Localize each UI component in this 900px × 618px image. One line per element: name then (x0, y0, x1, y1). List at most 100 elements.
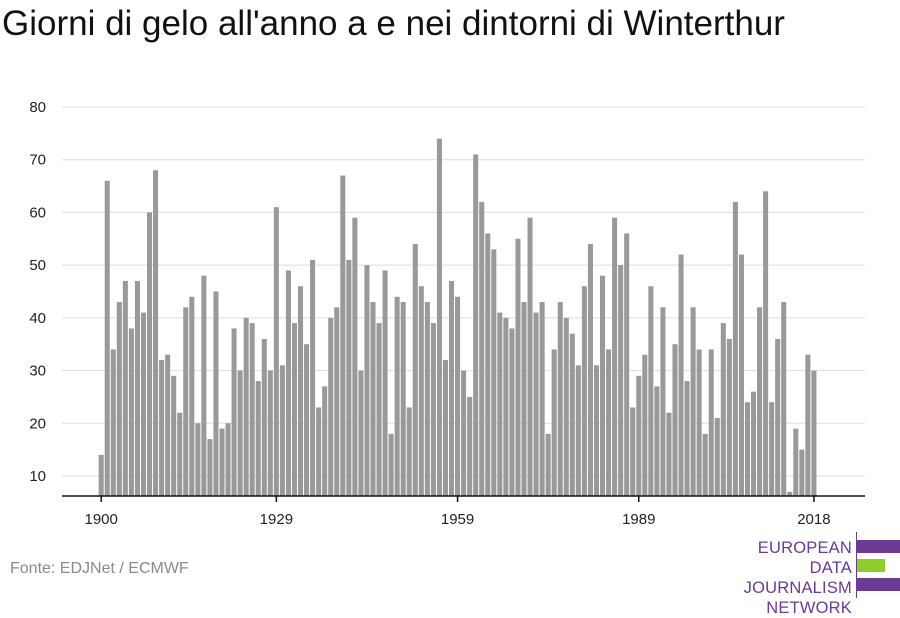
y-tick-label: 60 (29, 204, 46, 221)
bar (702, 433, 708, 496)
bar (110, 349, 116, 496)
bar (581, 286, 587, 496)
bar (600, 275, 606, 496)
bar (104, 180, 110, 497)
bar (533, 312, 539, 496)
bar (696, 349, 702, 496)
bar (436, 138, 442, 496)
bar (171, 375, 177, 496)
bar (569, 333, 575, 496)
bar (406, 407, 412, 496)
bar (237, 370, 243, 496)
bar (757, 307, 763, 496)
bar (769, 402, 775, 496)
bar (799, 449, 805, 496)
bar (116, 302, 122, 496)
bar (509, 328, 515, 496)
bar (642, 354, 648, 496)
bar (479, 201, 485, 496)
bar (334, 307, 340, 496)
edjnet-logo[interactable]: EUROPEAN DATA JOURNALISM NETWORK (700, 532, 900, 617)
bar (225, 423, 231, 496)
bar (140, 312, 146, 496)
bar (636, 375, 642, 496)
bar (376, 323, 382, 496)
bar (424, 302, 430, 496)
bar (726, 338, 732, 496)
bar (793, 428, 799, 496)
x-tick-label: 2018 (797, 511, 830, 528)
logo-bar-middle (857, 559, 885, 572)
bar (322, 386, 328, 496)
bar (213, 291, 219, 496)
x-tick-label: 1989 (622, 511, 655, 528)
bar (485, 233, 491, 496)
bar (195, 423, 201, 496)
bar (648, 286, 654, 496)
bar (364, 265, 370, 496)
bar (189, 296, 195, 496)
bar (539, 302, 545, 496)
bar (291, 323, 297, 496)
y-tick-label: 10 (29, 468, 46, 485)
bar (310, 259, 316, 496)
bar (708, 349, 714, 496)
bar (630, 407, 636, 496)
bar (159, 360, 165, 496)
bar (672, 344, 678, 496)
bar (352, 217, 358, 496)
bar (219, 428, 225, 496)
y-tick-label: 70 (29, 152, 46, 169)
bar (612, 217, 618, 496)
bar (255, 381, 261, 496)
bar (654, 386, 660, 496)
bar (738, 254, 744, 496)
bars (98, 138, 817, 497)
logo-line-3: NETWORK (766, 599, 852, 617)
bar (285, 270, 291, 496)
bar (165, 354, 171, 496)
bar (382, 270, 388, 496)
bar (316, 407, 322, 496)
bar (660, 307, 666, 496)
bar (261, 338, 267, 496)
bar (714, 418, 720, 496)
bar (593, 365, 599, 496)
bar (467, 396, 473, 496)
y-tick-label: 80 (29, 99, 46, 116)
bar (304, 344, 310, 496)
bar (147, 212, 153, 496)
logo-bar-bottom (857, 578, 900, 591)
bar (249, 323, 255, 496)
bar (243, 317, 249, 496)
bar (751, 391, 757, 496)
bar (455, 296, 461, 496)
source-note: Fonte: EDJNet / ECMWF (10, 560, 189, 577)
bar (690, 307, 696, 496)
bar (732, 201, 738, 496)
y-tick-label: 50 (29, 257, 46, 274)
logo-line-2: DATA JOURNALISM (743, 559, 852, 597)
bar (122, 280, 128, 496)
bar (298, 286, 304, 496)
bar (394, 296, 400, 496)
bar (370, 302, 376, 496)
bar (449, 280, 455, 496)
y-axis: 10 20 30 40 50 60 70 80 (29, 99, 46, 485)
bar (684, 381, 690, 496)
logo-line-1: EUROPEAN (757, 539, 852, 557)
bar (606, 349, 612, 496)
bar (400, 302, 406, 496)
bar (442, 360, 448, 496)
bar (231, 328, 237, 496)
bar (618, 265, 624, 496)
bar (358, 370, 364, 496)
bar (575, 365, 581, 496)
bar (781, 302, 787, 496)
y-tick-label: 40 (29, 310, 46, 327)
bar (678, 254, 684, 496)
bar (98, 454, 104, 496)
bar (720, 323, 726, 496)
bar (273, 207, 279, 496)
bar (412, 244, 418, 496)
